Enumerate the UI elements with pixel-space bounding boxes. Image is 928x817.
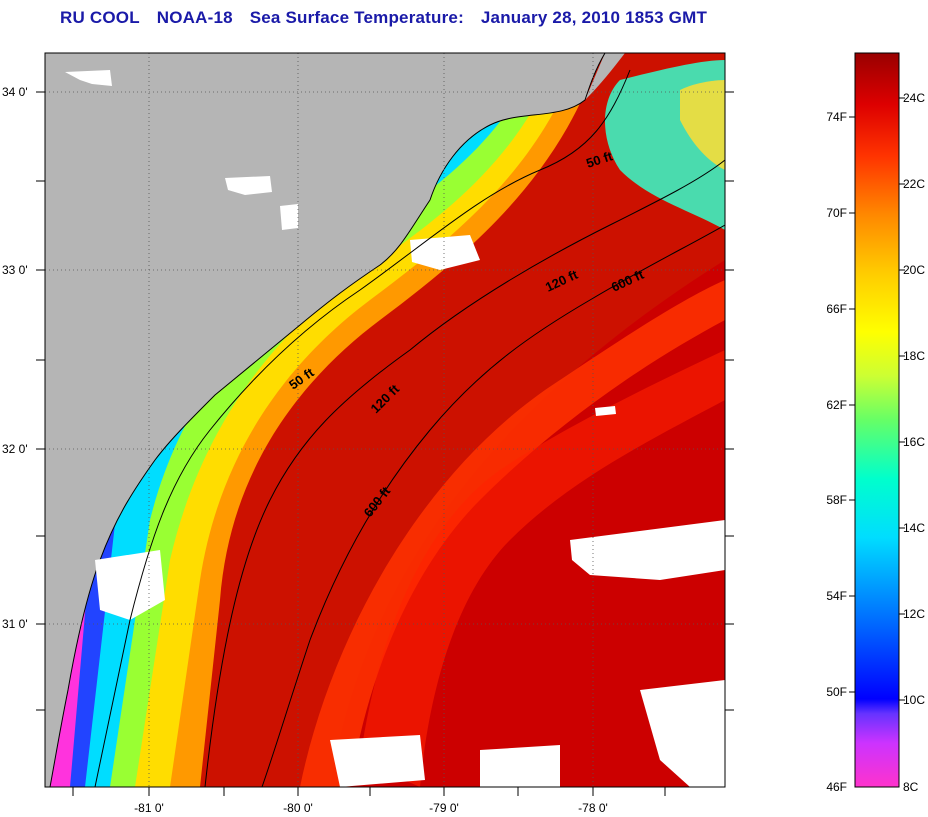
lon-tick-80: -80 0' [283, 801, 313, 815]
colorbar-c-8: 8C [903, 780, 919, 794]
colorbar-c-24: 24C [903, 91, 925, 105]
colorbar-f-74: 74F [826, 110, 847, 124]
cloud-patch [595, 406, 616, 416]
colorbar-f-70: 70F [826, 206, 847, 220]
cloud-patch [225, 176, 272, 195]
lon-tick-79: -79 0' [429, 801, 459, 815]
warm-band [300, 280, 725, 787]
colorbar-f-54: 54F [826, 589, 847, 603]
plot-frame [44, 52, 726, 788]
colorbar-f-50: 50F [826, 685, 847, 699]
colorbar-f-66: 66F [826, 302, 847, 316]
lat-tick-32: 32 0' [2, 442, 28, 456]
colorbar-c-18: 18C [903, 349, 925, 363]
title-product: Sea Surface Temperature: [249, 8, 464, 27]
land-northeast [585, 53, 625, 100]
cloud-patches [65, 70, 725, 787]
cloud-patch [95, 550, 165, 620]
map-title: RU COOL NOAA-18 Sea Surface Temperature:… [60, 8, 760, 34]
colorbar-c-22: 22C [903, 177, 925, 191]
depth-contours [94, 69, 725, 787]
colorbar-ticks [849, 97, 905, 701]
cloud-patch [410, 235, 480, 270]
title-org: RU COOL [60, 8, 140, 27]
ne-warm-pocket [680, 80, 725, 170]
lon-tick-78: -78 0' [578, 801, 608, 815]
colorbar-c-12: 12C [903, 607, 925, 621]
lat-tick-33: 33 0' [2, 263, 28, 277]
colorbar-f-62: 62F [826, 398, 847, 412]
colorbar-f-58: 58F [826, 493, 847, 507]
axis-ticks [36, 91, 734, 796]
cloud-patch [330, 735, 425, 787]
title-satellite: NOAA-18 [156, 8, 233, 27]
colorbar-c-16: 16C [903, 435, 925, 449]
lat-tick-31: 31 0' [2, 617, 28, 631]
graticule [45, 53, 725, 787]
colorbar: 74F 70F 66F 62F 58F 54F 50F 46F 24C 22C … [826, 52, 925, 794]
colorbar-c-20: 20C [903, 263, 925, 277]
cloud-patch [65, 70, 112, 86]
colorbar-c-10: 10C [903, 693, 925, 707]
contour-50ft [94, 69, 631, 787]
cloud-patch [640, 680, 725, 787]
title-date: January 28, 2010 1853 GMT [480, 8, 708, 27]
cloud-patch [480, 745, 560, 787]
lon-tick-81: -81 0' [134, 801, 164, 815]
cloud-patch [570, 520, 725, 580]
contour-600ft [261, 224, 725, 787]
coastline [49, 53, 606, 787]
colorbar-f-46: 46F [826, 780, 847, 794]
land-mass [45, 53, 605, 787]
cloud-patch [280, 204, 298, 230]
colorbar-c-14: 14C [903, 521, 925, 535]
map-plot [45, 53, 725, 787]
lat-tick-34: 34 0' [2, 85, 28, 99]
contour-120ft [204, 159, 725, 787]
colorbar-scale [854, 52, 900, 788]
